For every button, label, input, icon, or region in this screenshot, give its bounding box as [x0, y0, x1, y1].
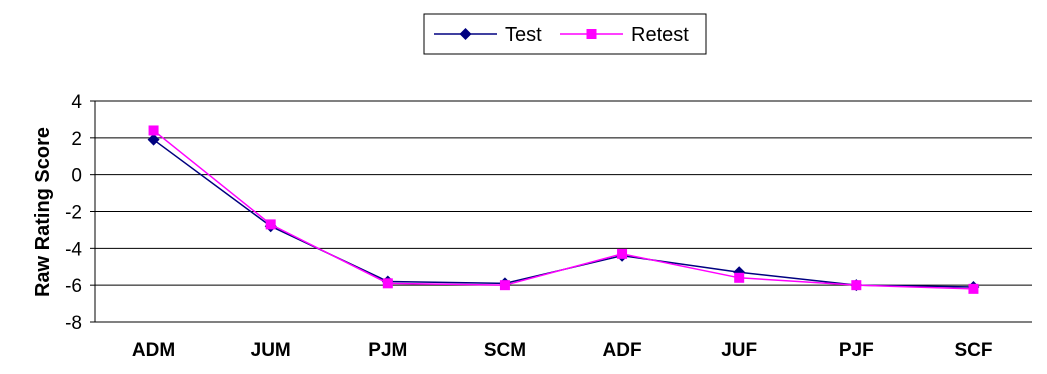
x-tick-label: JUF — [721, 340, 757, 361]
y-tick-label: -2 — [65, 203, 82, 224]
data-point — [147, 133, 160, 146]
legend-marker-retest — [586, 29, 597, 39]
data-point — [617, 248, 628, 259]
legend-label-test: Test — [505, 24, 542, 46]
x-tick-label: ADM — [132, 340, 175, 361]
y-tick-label: 0 — [71, 166, 82, 187]
legend: Test Retest — [423, 13, 707, 55]
series-retest — [148, 125, 979, 294]
y-tick-labels: 4 2 0 -2 -4 -6 -8 — [65, 92, 82, 334]
y-tick-label: -6 — [65, 276, 82, 297]
x-tick-label: PJF — [839, 340, 874, 361]
y-tick-label: 4 — [71, 92, 82, 113]
data-point — [851, 280, 862, 291]
x-tick-label: SCF — [954, 340, 992, 361]
x-tick-labels: ADM JUM PJM SCM ADF JUF PJF SCF — [132, 340, 993, 361]
series-group — [147, 125, 980, 294]
x-tick-label: SCM — [484, 340, 526, 361]
data-point — [499, 280, 510, 291]
series-line — [153, 139, 974, 288]
y-axis-title: Raw Rating Score — [32, 127, 54, 297]
data-point — [382, 278, 393, 289]
x-tick-label: ADF — [603, 340, 642, 361]
data-point — [734, 272, 745, 283]
data-point — [265, 219, 276, 230]
gridlines — [95, 100, 1032, 286]
legend-marker-test — [459, 28, 472, 40]
y-tick-label: 2 — [71, 129, 82, 150]
data-point — [968, 283, 979, 294]
series-line — [153, 129, 974, 290]
x-tick-label: JUM — [251, 340, 291, 361]
y-tick-label: -8 — [65, 313, 82, 334]
data-point — [148, 125, 159, 136]
axes — [90, 100, 1032, 323]
y-tick-label: -4 — [65, 239, 82, 260]
x-tick-label: PJM — [368, 340, 407, 361]
legend-label-retest: Retest — [631, 24, 689, 46]
